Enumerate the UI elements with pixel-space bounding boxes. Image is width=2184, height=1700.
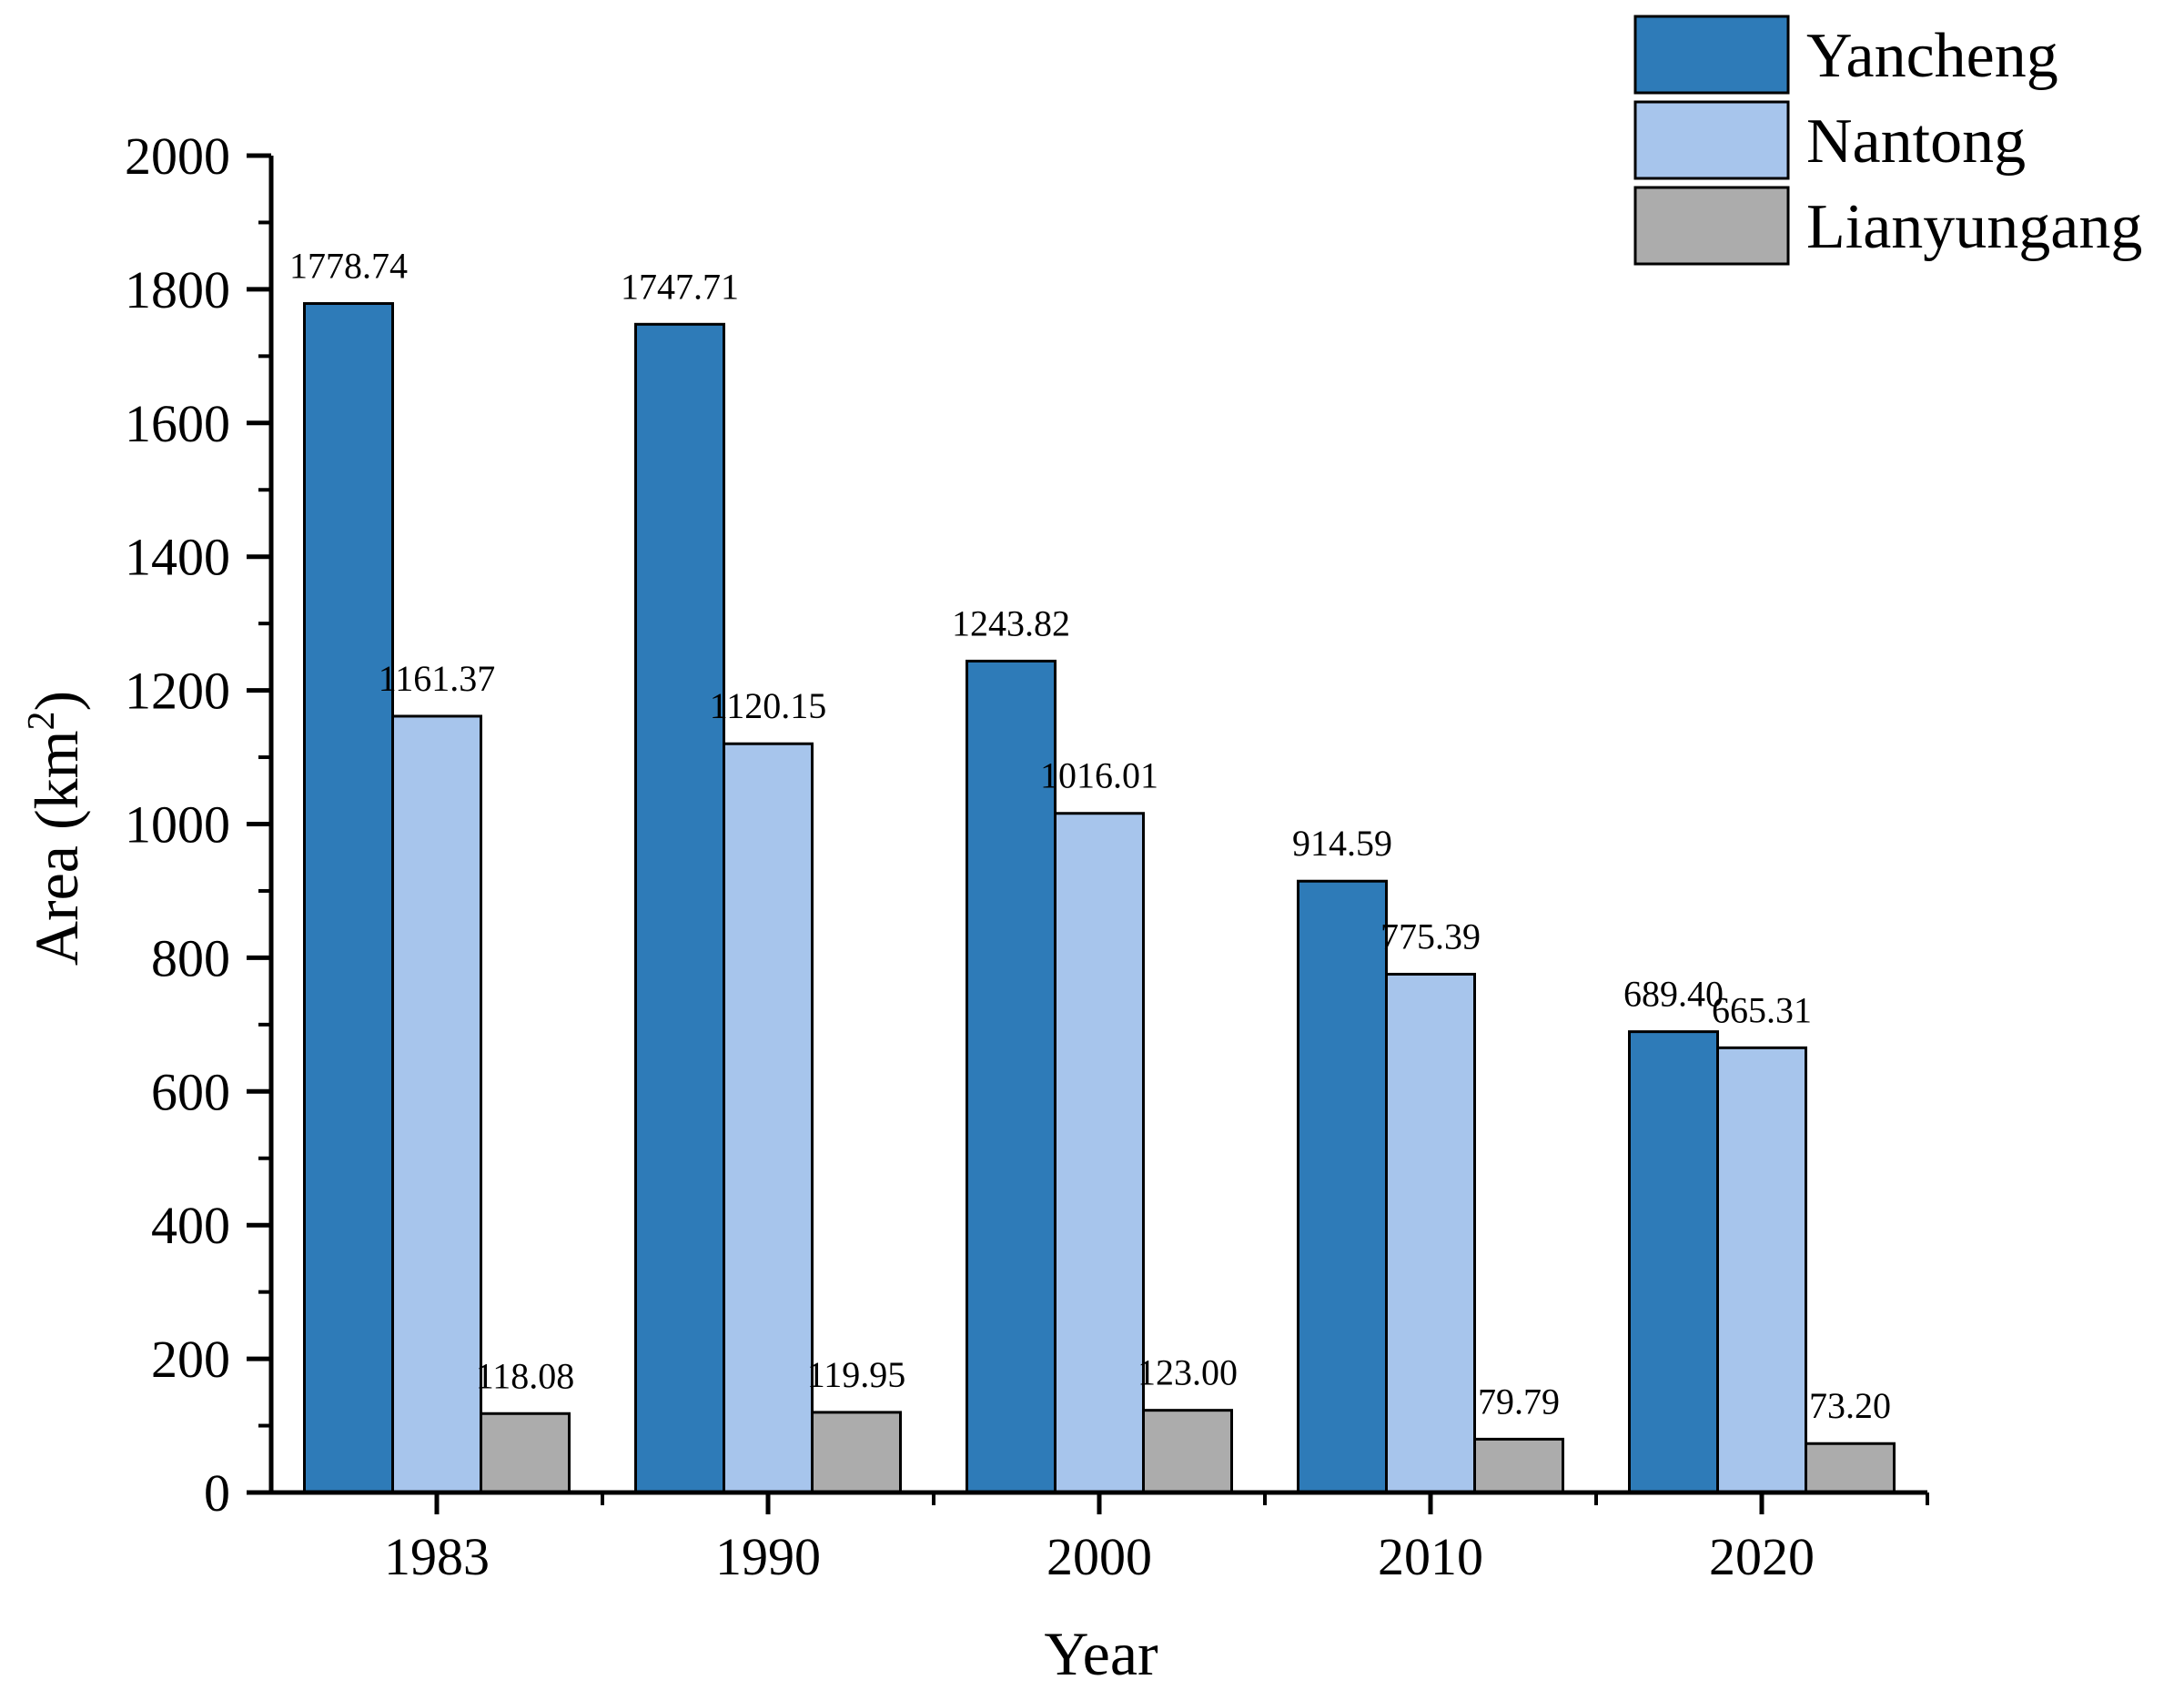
bar-lianyungang-1990	[811, 1411, 902, 1494]
legend-swatch-yancheng	[1633, 15, 1790, 95]
x-tick-label: 2020	[1709, 1527, 1815, 1586]
legend-label-yancheng: Yancheng	[1806, 21, 2058, 91]
y-tick-label: 1200	[125, 662, 230, 721]
y-axis-title-close: )	[22, 691, 91, 712]
bar-lianyungang-2020	[1805, 1442, 1896, 1494]
bar-yancheng-2000	[966, 659, 1057, 1494]
y-tick-label: 1800	[125, 260, 230, 319]
bar-nantong-1990	[723, 742, 814, 1494]
bar-lianyungang-2000	[1142, 1409, 1233, 1494]
y-tick-label: 1600	[125, 394, 230, 453]
y-tick-label: 1400	[125, 528, 230, 587]
y-axis-title-text: Area (km	[22, 731, 91, 966]
bar-yancheng-1990	[634, 322, 725, 1494]
bar-lianyungang-2010	[1473, 1437, 1564, 1494]
axes-group	[247, 156, 1927, 1495]
y-tick-label: 200	[151, 1330, 230, 1389]
x-tick-label: 1983	[384, 1527, 490, 1586]
x-axis-title: Year	[1044, 1619, 1158, 1688]
bar-lianyungang-1983	[480, 1412, 571, 1494]
legend-swatch-lianyungang	[1633, 186, 1790, 266]
data-label-yancheng-1983: 1778.74	[289, 246, 408, 287]
x-tick-label: 1990	[715, 1527, 821, 1586]
data-labels-group: 1778.74 1161.37 118.08 1747.71 1120.15 119.95…	[289, 246, 1891, 1427]
bars-group	[303, 302, 1896, 1494]
data-label-lianyungang-1983: 118.08	[476, 1355, 575, 1396]
x-tick-label: 2010	[1378, 1527, 1483, 1586]
bar-yancheng-2020	[1628, 1030, 1719, 1494]
data-label-lianyungang-2010: 79.79	[1478, 1381, 1560, 1422]
data-label-yancheng-2020: 689.40	[1623, 974, 1724, 1015]
data-label-lianyungang-2000: 123.00	[1138, 1352, 1238, 1393]
data-label-lianyungang-2020: 73.20	[1809, 1385, 1891, 1426]
bar-nantong-2020	[1716, 1046, 1807, 1494]
y-axis-title-superscript: 2	[21, 712, 63, 731]
legend: Yancheng Nantong Lianyungang	[1633, 15, 2142, 266]
data-label-nantong-2020: 665.31	[1712, 989, 1812, 1030]
bar-yancheng-1983	[303, 302, 394, 1494]
legend-label-lianyungang: Lianyungang	[1806, 192, 2142, 262]
axis-ticks: 0 200 400 600 800 1000 1200 1400 1600 1800 2000 198…	[125, 126, 1929, 1586]
y-tick-label: 400	[151, 1196, 230, 1255]
data-label-yancheng-2000: 1243.82	[952, 602, 1070, 643]
y-tick-label: 0	[204, 1463, 230, 1523]
data-label-nantong-1990: 1120.15	[710, 685, 827, 726]
data-label-yancheng-1990: 1747.71	[621, 266, 739, 307]
data-label-nantong-2010: 775.39	[1380, 916, 1481, 956]
y-tick-label: 600	[151, 1062, 230, 1121]
y-tick-label: 2000	[125, 126, 230, 186]
y-axis-title: Area (km2)	[21, 691, 91, 966]
data-label-lianyungang-1990: 119.95	[807, 1354, 906, 1395]
data-label-nantong-2000: 1016.01	[1040, 755, 1158, 796]
data-label-nantong-1983: 1161.37	[379, 658, 496, 699]
legend-swatch-nantong	[1633, 100, 1790, 180]
data-label-yancheng-2010: 914.59	[1292, 823, 1392, 864]
bar-nantong-1983	[391, 714, 482, 1494]
legend-label-nantong: Nantong	[1806, 106, 2026, 177]
bar-yancheng-2010	[1297, 879, 1388, 1494]
x-tick-label: 2000	[1046, 1527, 1152, 1586]
bar-nantong-2010	[1385, 972, 1476, 1494]
y-tick-label: 1000	[125, 795, 230, 855]
y-tick-label: 800	[151, 928, 230, 987]
bar-nantong-2000	[1054, 812, 1145, 1494]
